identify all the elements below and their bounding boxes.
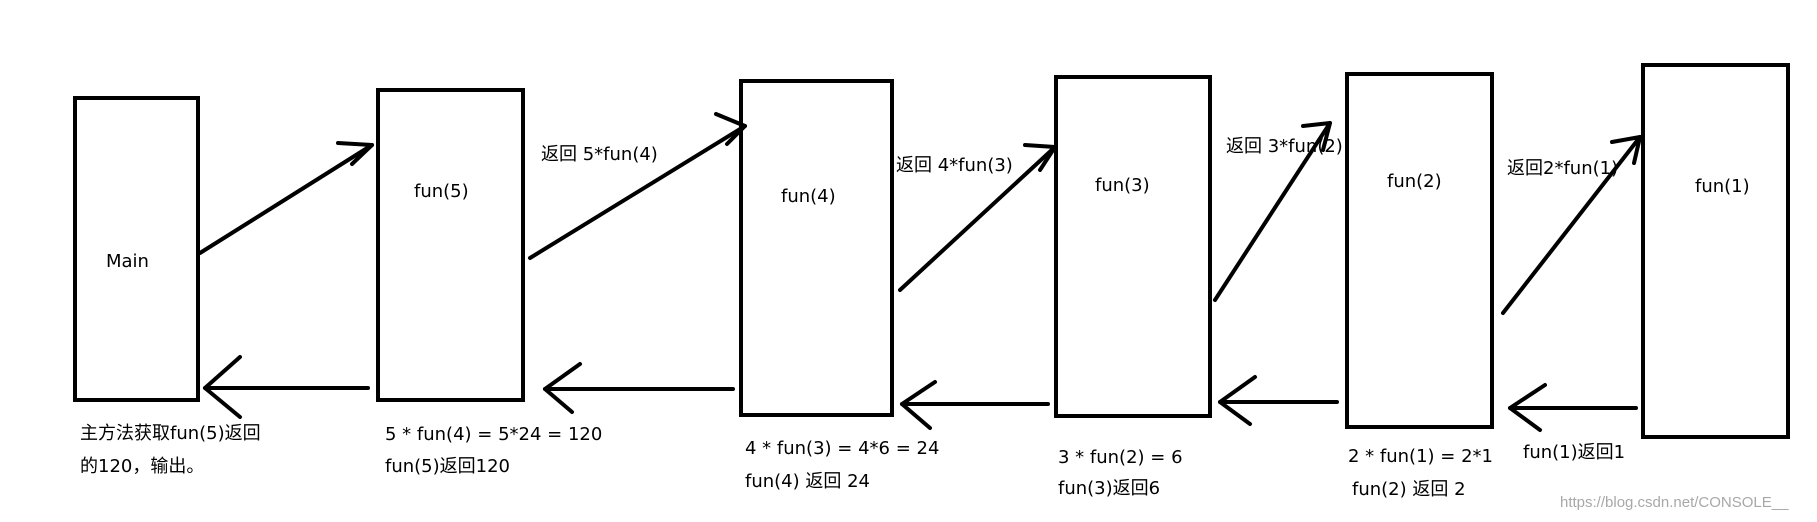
call-arrow-main-to-fun5 [198,141,374,255]
return-label-fun5-line2: fun(5)返回120 [385,456,511,477]
call-arrow-fun2-to-fun1 [1501,135,1642,315]
call-arrow-fun4-to-fun3 [898,143,1057,292]
return-label-fun1-line1: fun(1)返回1 [1523,442,1626,463]
call-label-fun5: 返回 5*fun(4) [541,144,658,165]
box-fun2 [1345,72,1494,429]
return-arrow-fun5-to-main [203,355,370,419]
return-arrow-fun3-to-fun4 [900,380,1050,430]
box-fun3 [1054,75,1212,418]
return-label-main-line2: 的120，输出。 [80,456,205,477]
box-fun4 [739,79,894,417]
return-label-fun5-line1: 5 * fun(4) = 5*24 = 120 [385,424,603,445]
call-arrow-fun3-to-fun2 [1213,121,1332,302]
return-label-fun4-line1: 4 * fun(3) = 4*6 = 24 [745,438,940,459]
box-fun1 [1641,63,1790,439]
box-fun5 [376,88,525,402]
return-arrow-fun2-to-fun3 [1218,375,1339,426]
call-label-fun2: 返回2*fun(1) [1507,158,1619,179]
watermark: https://blog.csdn.net/CONSOLE__ [1560,494,1789,511]
return-label-fun3-line2: fun(3)返回6 [1058,478,1161,499]
box-label-fun3: fun(3) [1095,175,1150,196]
return-arrow-fun1-to-fun2 [1508,383,1638,432]
box-label-fun1: fun(1) [1695,176,1750,197]
return-label-main-line1: 主方法获取fun(5)返回 [80,423,261,444]
call-label-fun4: 返回 4*fun(3) [896,155,1013,176]
box-label-main: Main [106,251,149,272]
return-label-fun2-line1: 2 * fun(1) = 2*1 [1348,446,1493,467]
return-label-fun4-line2: fun(4) 返回 24 [745,471,870,492]
return-label-fun2-line2: fun(2) 返回 2 [1352,479,1466,500]
box-main [73,96,200,402]
box-label-fun2: fun(2) [1387,171,1442,192]
call-arrow-fun5-to-fun4 [528,112,747,260]
box-label-fun4: fun(4) [781,186,836,207]
call-label-fun3: 返回 3*fun(2) [1226,136,1343,157]
box-label-fun5: fun(5) [414,181,469,202]
return-arrow-fun4-to-fun5 [543,362,735,414]
return-label-fun3-line1: 3 * fun(2) = 6 [1058,447,1183,468]
